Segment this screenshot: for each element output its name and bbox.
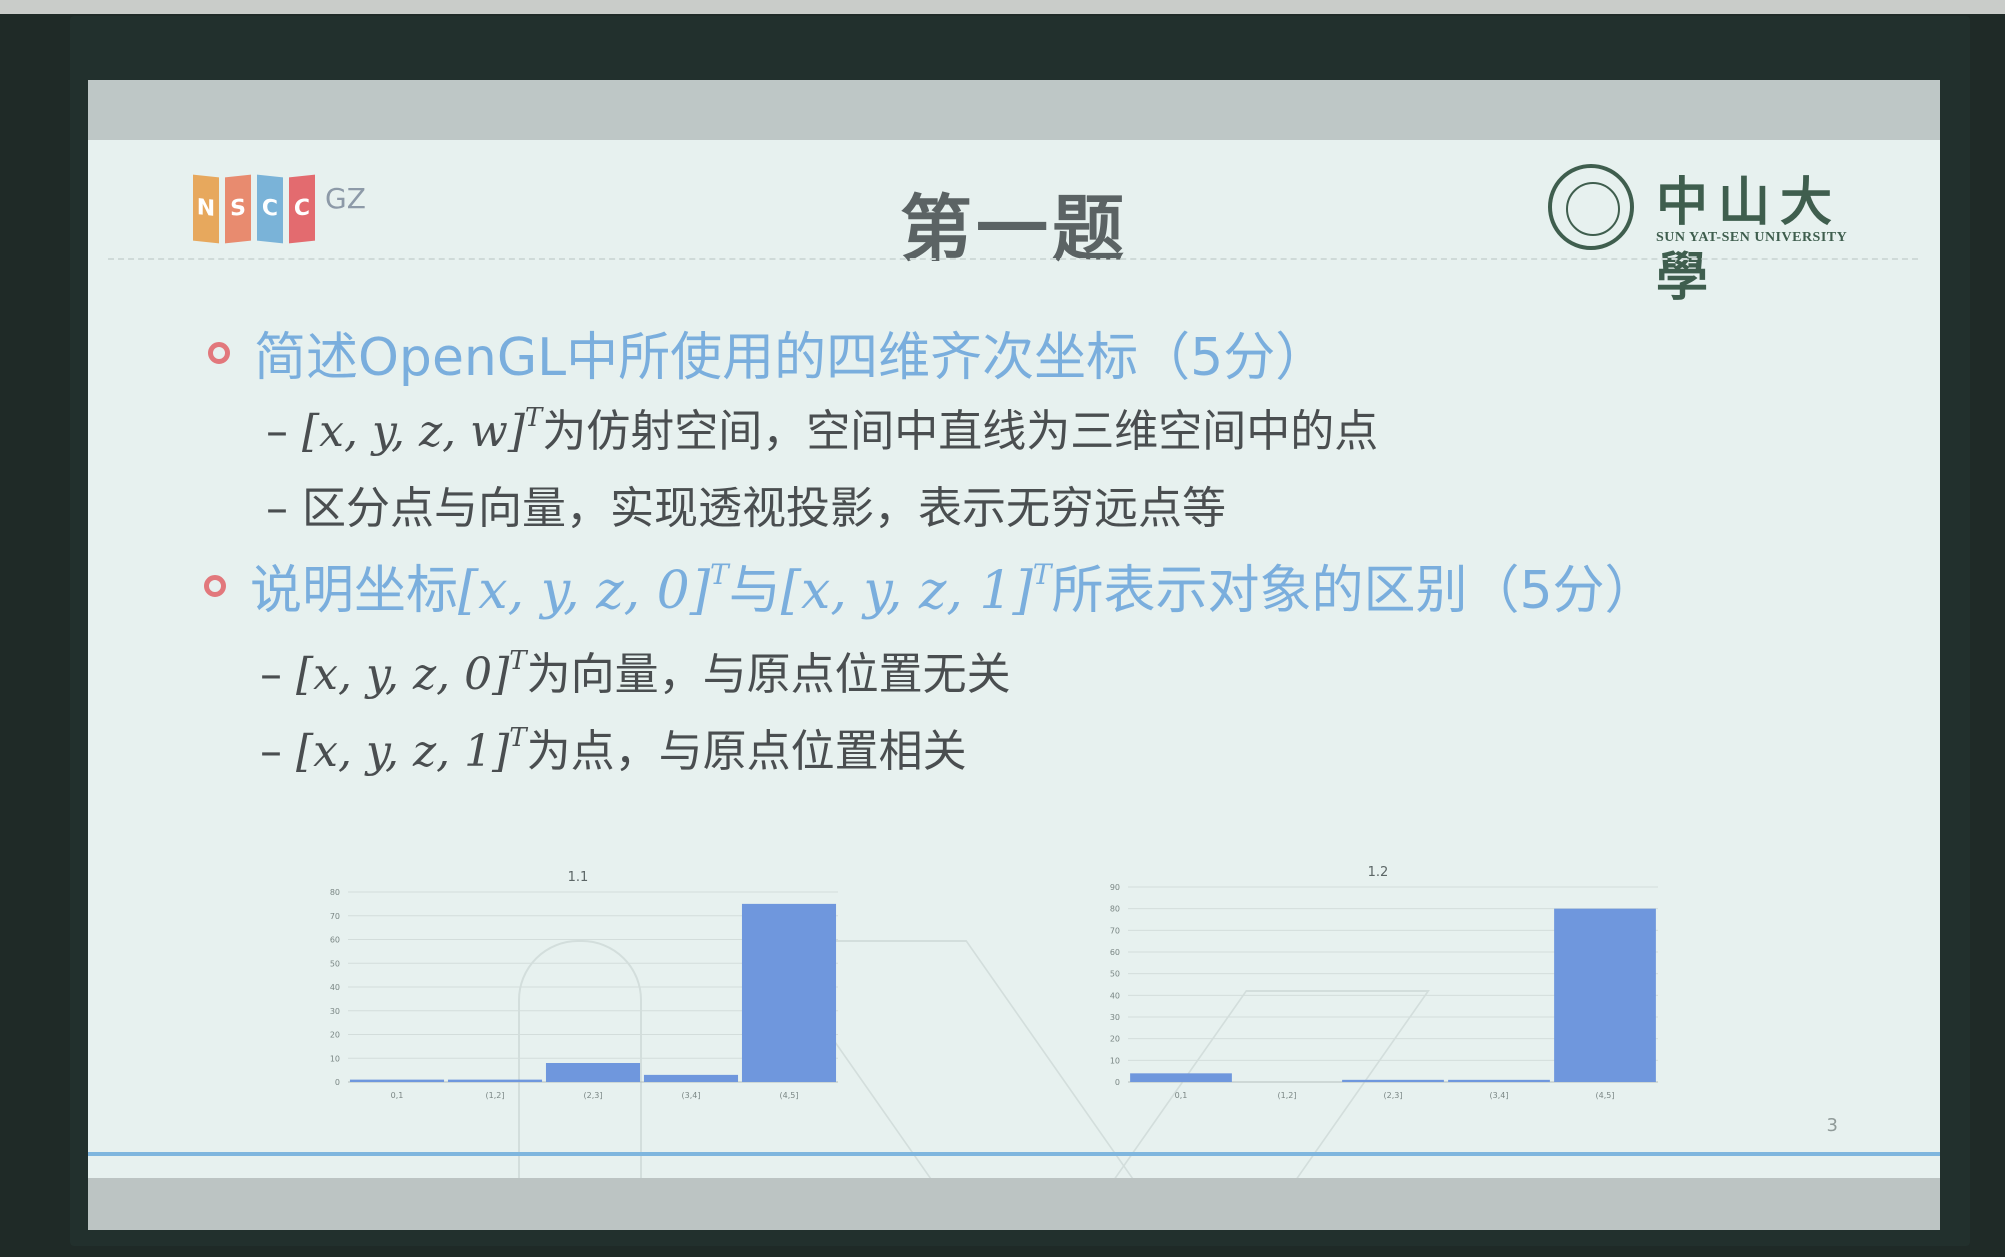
dash: – xyxy=(266,483,288,534)
math-expression: [x, y, z, 1] xyxy=(296,726,510,777)
math-expression: [x, y, z, 0] xyxy=(296,649,510,700)
chart-svg: 0 10 20 30 40 50 60 70 80 0,1 (1,2] (2,3] (3,4] (4,5] xyxy=(330,888,838,1100)
wall-top xyxy=(0,0,2005,14)
x-tick-label: (3,4] xyxy=(682,1091,701,1100)
bullet-1-sub-1: – [x, y, z, w]T为仿射空间，空间中直线为三维空间中的点 xyxy=(266,395,1378,459)
bar xyxy=(1342,1079,1444,1082)
math-expression: [x, y, z, 1] xyxy=(780,561,1033,621)
university-name-en: SUN YAT-SEN UNIVERSITY xyxy=(1656,230,1848,245)
y-tick-label: 70 xyxy=(330,912,340,921)
superscript: T xyxy=(509,646,527,676)
page-number: 3 xyxy=(1826,1115,1838,1136)
y-tick-label: 60 xyxy=(330,936,340,945)
bar xyxy=(1130,1073,1232,1082)
superscript: T xyxy=(1032,558,1052,591)
y-tick-label: 10 xyxy=(1110,1056,1120,1065)
university-name-cn: 中山大學 xyxy=(1656,172,1843,308)
x-tick-label: (1,2] xyxy=(486,1091,505,1100)
y-tick-label: 40 xyxy=(1110,991,1120,1000)
y-tick-label: 50 xyxy=(330,959,340,968)
math-expression: [x, y, z, 0] xyxy=(458,561,711,621)
y-tick-label: 70 xyxy=(1110,926,1120,935)
chart-title: 1.2 xyxy=(1367,865,1389,880)
bullet-1-text: 简述OpenGL中所使用的四维齐次坐标（5分） xyxy=(254,328,1328,388)
chart-svg: 0 10 20 30 40 50 60 70 80 90 0,1 (1,2] (2,3] (3,4] (4,… xyxy=(1110,883,1658,1100)
bullet-1-sub-2: – 区分点与向量，实现透视投影，表示无穷远点等 xyxy=(266,472,1226,536)
x-tick-label: (4,5] xyxy=(1596,1091,1615,1100)
bullet-2-sub-1: – [x, y, z, 0]T为向量，与原点位置无关 xyxy=(260,638,1011,702)
chart-title: 1.1 xyxy=(567,870,589,885)
logo-suffix: GZ xyxy=(325,182,366,215)
superscript: T xyxy=(509,723,527,753)
y-tick-label: 0 xyxy=(335,1078,340,1087)
university-seal-icon xyxy=(1548,164,1634,250)
histogram-1-1: 1.1 0 10 20 30 40 50 60 70 80 0,1 (1,2] (2,3] (3,4] (… xyxy=(308,870,848,1110)
x-tick-label: (3,4] xyxy=(1490,1091,1509,1100)
bar xyxy=(643,1074,739,1082)
y-tick-label: 40 xyxy=(330,983,340,992)
bar xyxy=(447,1079,543,1082)
x-tick-label: 0,1 xyxy=(1175,1091,1188,1100)
sub-text: 区分点与向量，实现透视投影，表示无穷远点等 xyxy=(302,483,1226,534)
bullet-icon xyxy=(208,341,230,364)
y-tick-label: 30 xyxy=(1110,1013,1120,1022)
projection-screen: N S C C GZ 第一题 中山大學 SUN YAT-SEN UNIVERSI… xyxy=(88,80,1940,1230)
bar xyxy=(1554,908,1656,1082)
dash: – xyxy=(266,406,288,457)
bar xyxy=(349,1079,445,1082)
dash: – xyxy=(260,726,282,777)
y-tick-label: 80 xyxy=(330,888,340,897)
nsccgz-logo: N S C C GZ xyxy=(193,168,366,258)
screen-bottom-band xyxy=(88,1178,1940,1230)
y-tick-label: 20 xyxy=(1110,1035,1120,1044)
slide: N S C C GZ 第一题 中山大學 SUN YAT-SEN UNIVERSI… xyxy=(88,140,1940,1184)
screen-top-band xyxy=(88,80,1940,140)
bullet-icon xyxy=(204,574,226,597)
footer-rule xyxy=(88,1152,1940,1156)
superscript: T xyxy=(710,558,729,591)
bullet-2-sub-2: – [x, y, z, 1]T为点，与原点位置相关 xyxy=(260,715,967,779)
bar xyxy=(1448,1079,1550,1082)
y-tick-label: 50 xyxy=(1110,970,1120,979)
sub-text: 为向量，与原点位置无关 xyxy=(526,649,1011,700)
slide-title: 第一题 xyxy=(899,187,1128,271)
bar xyxy=(741,903,837,1082)
x-tick-label: (2,3] xyxy=(584,1091,603,1100)
header-divider xyxy=(108,258,1918,260)
math-expression: [x, y, z, w] xyxy=(302,406,525,457)
bullet-2-text: 说明坐标[x, y, z, 0]T与[x, y, z, 1]T所表示对象的区别（… xyxy=(250,558,1657,621)
x-tick-label: (1,2] xyxy=(1278,1091,1297,1100)
histogram-1-2: 1.2 0 10 20 30 40 50 60 70 80 90 0,1 (1,2] (2,3] (3,4… xyxy=(1088,865,1668,1110)
bar xyxy=(545,1063,641,1082)
bullet-1: 简述OpenGL中所使用的四维齐次坐标（5分） xyxy=(208,315,1327,390)
y-tick-label: 20 xyxy=(330,1031,340,1040)
bullet-2: 说明坐标[x, y, z, 0]T与[x, y, z, 1]T所表示对象的区别（… xyxy=(204,548,1657,623)
x-tick-label: (4,5] xyxy=(780,1091,799,1100)
y-tick-label: 10 xyxy=(330,1054,340,1063)
sub-text: 为点，与原点位置相关 xyxy=(526,726,967,777)
y-tick-label: 80 xyxy=(1110,905,1120,914)
y-tick-label: 0 xyxy=(1115,1078,1120,1087)
x-tick-label: 0,1 xyxy=(391,1091,404,1100)
x-tick-label: (2,3] xyxy=(1384,1091,1403,1100)
y-tick-label: 30 xyxy=(330,1007,340,1016)
sub-text: 为仿射空间，空间中直线为三维空间中的点 xyxy=(542,406,1379,457)
dash: – xyxy=(260,649,282,700)
superscript: T xyxy=(524,403,543,433)
y-tick-label: 60 xyxy=(1110,948,1120,957)
sysu-logo: 中山大學 SUN YAT-SEN UNIVERSITY xyxy=(1548,158,1888,308)
y-tick-label: 90 xyxy=(1110,883,1120,892)
